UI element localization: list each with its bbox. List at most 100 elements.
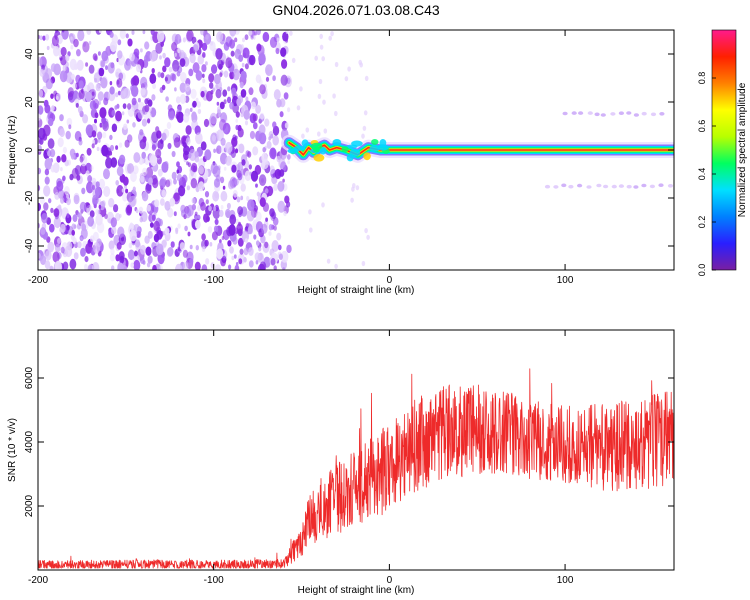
noise-speck xyxy=(219,101,225,110)
noise-speck xyxy=(60,46,67,57)
colorbar-tick-label: 0.2 xyxy=(697,216,707,229)
spectrogram-xlabel: Height of straight line (km) xyxy=(298,285,415,296)
noise-speck xyxy=(85,124,94,137)
noise-speck xyxy=(216,248,224,260)
noise-speck xyxy=(200,90,205,98)
noise-speck xyxy=(276,232,282,241)
noise-speck xyxy=(39,195,45,204)
noise-speck xyxy=(99,107,107,119)
noise-speck xyxy=(130,262,134,269)
noise-speck xyxy=(317,93,322,99)
snr-xtick-label: -200 xyxy=(28,575,48,586)
noise-speck xyxy=(291,57,296,64)
noise-speck xyxy=(71,229,75,236)
noise-speck xyxy=(190,88,197,99)
noise-speck xyxy=(43,185,51,197)
noise-speck xyxy=(194,211,198,216)
noise-speck xyxy=(165,179,171,188)
noise-speck xyxy=(258,174,267,186)
noise-speck xyxy=(47,241,55,253)
noise-speck xyxy=(127,103,132,110)
noise-speck xyxy=(241,62,245,68)
noise-speck xyxy=(77,106,83,114)
noise-speck xyxy=(198,181,205,192)
noise-speck xyxy=(167,142,172,150)
noise-speck xyxy=(192,165,198,173)
spectrogram-ytick-label: -40 xyxy=(24,238,35,253)
noise-speck xyxy=(75,152,79,158)
noise-speck xyxy=(38,113,41,121)
noise-speck xyxy=(127,249,135,261)
noise-speck xyxy=(76,174,81,181)
noise-speck xyxy=(216,145,222,155)
noise-speck xyxy=(53,216,61,228)
noise-speck xyxy=(176,111,180,116)
noise-speck xyxy=(92,53,98,61)
noise-speck xyxy=(286,154,291,160)
noise-speck xyxy=(270,258,276,266)
snr-xtick-label: -100 xyxy=(204,575,224,586)
noise-speck xyxy=(39,68,45,77)
noise-speck xyxy=(259,112,265,120)
noise-speck xyxy=(117,50,123,59)
noise-speck xyxy=(144,41,150,50)
noise-speck xyxy=(139,256,145,265)
noise-speck xyxy=(133,259,141,270)
noise-speck xyxy=(115,145,119,150)
noise-speck xyxy=(129,52,135,62)
noise-speck xyxy=(183,112,190,123)
noise-speck xyxy=(89,210,95,218)
noise-speck xyxy=(97,209,101,215)
noise-speck xyxy=(70,44,74,50)
noise-speck xyxy=(247,199,255,212)
sideband-speck xyxy=(603,184,609,189)
noise-speck xyxy=(59,114,64,122)
noise-speck xyxy=(172,59,180,72)
noise-speck xyxy=(131,85,139,97)
noise-speck xyxy=(235,262,239,266)
noise-speck xyxy=(110,144,114,152)
noise-speck xyxy=(100,77,108,89)
noise-speck xyxy=(273,225,277,231)
colorbar-tick-label: 0.0 xyxy=(697,264,707,277)
noise-speck xyxy=(256,30,261,36)
noise-speck xyxy=(161,84,166,91)
noise-speck xyxy=(192,62,200,74)
noise-speck xyxy=(54,191,60,200)
noise-speck xyxy=(92,194,99,205)
noise-speck xyxy=(85,62,89,67)
noise-speck xyxy=(188,68,194,77)
spectrogram-ylabel: Frequency (Hz) xyxy=(7,116,18,185)
noise-speck xyxy=(140,87,146,96)
noise-speck xyxy=(40,226,46,235)
noise-speck xyxy=(119,30,127,39)
noise-speck xyxy=(248,54,256,66)
noise-speck xyxy=(145,246,152,256)
noise-speck xyxy=(44,157,53,170)
noise-speck xyxy=(201,64,207,73)
noise-speck xyxy=(62,175,66,182)
noise-speck xyxy=(174,33,182,45)
noise-speck xyxy=(86,30,92,35)
noise-speck xyxy=(45,68,53,80)
noise-speck xyxy=(268,224,273,231)
noise-speck xyxy=(272,121,277,129)
sideband-speck xyxy=(600,113,606,117)
noise-speck xyxy=(147,118,151,124)
noise-speck xyxy=(225,208,231,218)
noise-speck xyxy=(244,120,249,126)
noise-speck xyxy=(82,41,90,53)
noise-speck xyxy=(174,52,177,57)
noise-speck xyxy=(128,242,133,249)
noise-speck xyxy=(185,125,192,135)
noise-speck xyxy=(259,197,266,208)
noise-speck xyxy=(212,165,221,178)
noise-speck xyxy=(157,71,162,78)
noise-speck xyxy=(117,262,124,270)
noise-speck xyxy=(350,197,354,203)
noise-speck xyxy=(154,199,160,208)
noise-speck xyxy=(285,38,288,43)
noise-speck xyxy=(129,230,137,242)
noise-speck xyxy=(44,104,51,114)
